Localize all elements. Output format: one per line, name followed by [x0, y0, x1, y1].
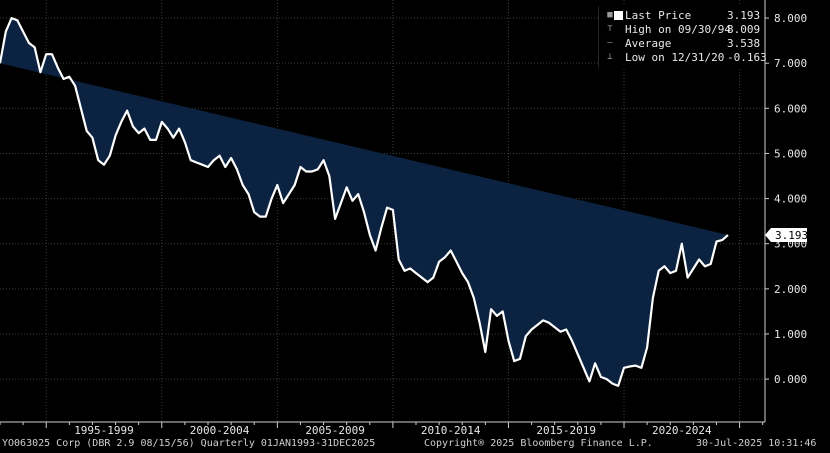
last-price-badge-label: 3.193 [775, 229, 808, 242]
x-tick-label: 2005-2009 [305, 424, 365, 437]
legend-label: High on 09/30/94 [625, 23, 731, 36]
y-tick-label: 8.000 [774, 12, 807, 25]
legend-label: Low on 12/31/20 [625, 51, 725, 64]
y-tick-label: 7.000 [774, 57, 807, 70]
legend-row-last-price: ■ Last Price 3.193 [599, 9, 764, 23]
last-price-swatch [614, 11, 623, 20]
y-tick-label: 4.000 [774, 193, 807, 206]
legend-row-average: — Average 3.538 [599, 37, 764, 51]
legend-value: 3.193 [727, 9, 761, 22]
square-swatch-icon: ■ [607, 10, 613, 20]
x-tick-label: 2000-2004 [190, 424, 250, 437]
axes [0, 0, 766, 423]
x-tick-label: 2015-2019 [536, 424, 596, 437]
x-tick-label: 2020-2024 [652, 424, 712, 437]
y-axis-ticks: 8.0007.0006.0005.0004.0003.0002.0001.000… [765, 12, 807, 386]
legend-value: 8.009 [727, 23, 761, 36]
price-line [0, 17, 729, 387]
legend-value: -0.163 [727, 51, 767, 64]
y-tick-label: 6.000 [774, 102, 807, 115]
chart-footer: YO063025 Corp (DBR 2.9 08/15/56) Quarter… [0, 436, 830, 453]
price-area-fill [0, 18, 728, 386]
legend-label: Last Price [625, 9, 692, 22]
x-axis-ticks: 1995-1999 2000-2004 2005-2009 2010-2014 2015… [0, 422, 764, 437]
legend-value: 3.538 [727, 37, 761, 50]
x-tick-label: 1995-1999 [74, 424, 134, 437]
y-tick-label: 2.000 [774, 283, 807, 296]
y-tick-label: 1.000 [774, 328, 807, 341]
legend-row-high: ⊤ High on 09/30/94 8.009 [599, 23, 764, 37]
x-tick-label: 2010-2014 [421, 424, 481, 437]
legend: ■ Last Price 3.193 ⊤ High on 09/30/94 8.… [598, 6, 767, 68]
security-description: YO063025 Corp (DBR 2.9 08/15/56) Quarter… [2, 438, 376, 449]
low-marker-icon: ⊥ [607, 52, 613, 62]
legend-label: Average [625, 37, 672, 50]
high-marker-icon: ⊤ [607, 24, 613, 34]
y-tick-label: 5.000 [774, 147, 807, 160]
last-price-badge: 3.193 [765, 228, 808, 243]
copyright-notice: Copyright® 2025 Bloomberg Finance L.P. [424, 438, 653, 449]
timestamp: 30-Jul-2025 10:31:46 [696, 438, 817, 449]
y-tick-label: 0.000 [774, 373, 807, 386]
legend-row-low: ⊥ Low on 12/31/20 -0.163 [599, 51, 767, 65]
last-price-badge-background [765, 228, 807, 243]
average-marker-icon: — [607, 38, 613, 48]
